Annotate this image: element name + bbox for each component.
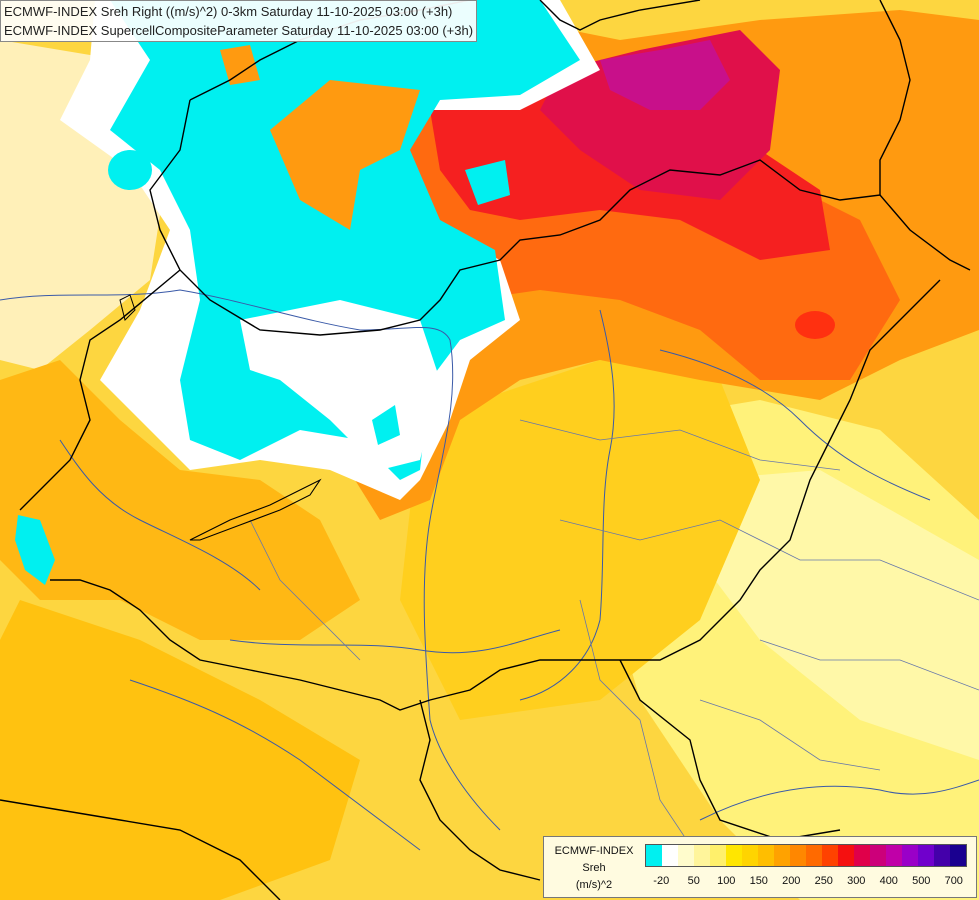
legend-unit-label: (m/s)^2 xyxy=(575,879,613,891)
legend-swatch xyxy=(758,845,774,866)
legend-model-label: ECMWF-INDEX xyxy=(554,845,634,857)
river-lines xyxy=(0,289,979,851)
sreh-field-gold-center xyxy=(400,360,760,720)
legend-tick-label: 250 xyxy=(814,875,833,887)
legend-swatch xyxy=(950,845,966,866)
legend-tick-label: 150 xyxy=(749,875,768,887)
legend-tick-label: 700 xyxy=(944,875,963,887)
lake-balaton xyxy=(189,478,322,541)
legend-swatch xyxy=(934,845,950,866)
legend-parameter-label: Sreh xyxy=(582,862,606,874)
legend-swatch xyxy=(694,845,710,866)
sreh-field-cyan xyxy=(110,0,580,480)
legend-swatch xyxy=(662,845,678,866)
sreh-field-orange-south xyxy=(0,600,360,900)
lake-neusiedl xyxy=(119,294,136,321)
sreh-field-orange-west xyxy=(0,360,360,640)
legend-swatch xyxy=(742,845,758,866)
color-legend: ECMWF-INDEX Sreh (m/s)^2 -20 50 100 150 200 2… xyxy=(543,836,977,898)
legend-swatch xyxy=(726,845,742,866)
region-lines xyxy=(249,419,979,861)
legend-swatch xyxy=(710,845,726,866)
sreh-field-cyan-islet xyxy=(372,405,400,445)
legend-swatch xyxy=(774,845,790,866)
legend-tick-label: 200 xyxy=(782,875,801,887)
map-title-line-1: ECMWF-INDEX Sreh Right ((m/s)^2) 0-3km S… xyxy=(4,4,453,19)
legend-color-scale xyxy=(645,844,967,867)
legend-swatch xyxy=(646,845,662,866)
sreh-field-cyan-small xyxy=(465,160,510,205)
legend-tick-label: 300 xyxy=(847,875,866,887)
sreh-field-orange-tongue xyxy=(270,80,420,230)
sreh-field-orange-blob xyxy=(220,45,260,85)
sreh-field-pale-east xyxy=(700,470,979,760)
sreh-field-cyan-west xyxy=(15,515,55,585)
legend-swatch xyxy=(886,845,902,866)
legend-tick-label: 400 xyxy=(879,875,898,887)
legend-tick-label: 500 xyxy=(912,875,931,887)
map-title-line-2: ECMWF-INDEX SupercellCompositeParameter … xyxy=(4,23,474,38)
legend-tick-label: -20 xyxy=(653,875,670,887)
sreh-field-magenta xyxy=(600,40,730,110)
legend-swatch xyxy=(854,845,870,866)
legend-swatch xyxy=(870,845,886,866)
legend-swatch xyxy=(822,845,838,866)
legend-swatch xyxy=(902,845,918,866)
sreh-field-red-spot xyxy=(795,311,835,339)
sreh-field-cyan-spot xyxy=(108,150,152,190)
legend-swatch xyxy=(790,845,806,866)
legend-tick-labels: -20 50 100 150 200 250 300 400 500 700 xyxy=(645,875,970,891)
legend-swatch xyxy=(838,845,854,866)
map-title-box: ECMWF-INDEX Sreh Right ((m/s)^2) 0-3km S… xyxy=(0,0,478,42)
legend-tick-label: 100 xyxy=(717,875,736,887)
legend-swatch xyxy=(806,845,822,866)
legend-swatch xyxy=(678,845,694,866)
legend-tick-label: 50 xyxy=(687,875,700,887)
legend-swatch xyxy=(918,845,934,866)
